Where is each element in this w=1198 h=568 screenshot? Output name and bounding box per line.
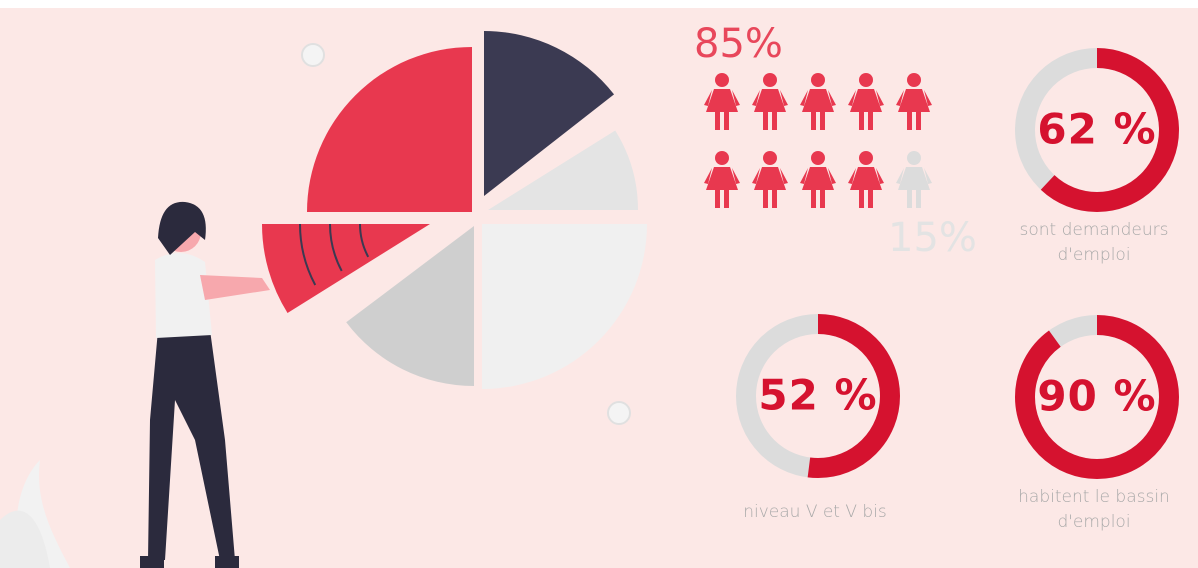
icon-head <box>763 151 777 165</box>
gauge-caption: niveau V et V bis <box>743 502 887 522</box>
dot <box>608 402 630 424</box>
icon-head <box>907 73 921 87</box>
icon-head <box>763 73 777 87</box>
gauge-caption: habitent le bassin <box>1018 487 1170 507</box>
icon-head <box>859 73 873 87</box>
icon-head <box>715 151 729 165</box>
pictogram-main-label: 85% <box>694 21 783 67</box>
icon-head <box>907 151 921 165</box>
person-shirt <box>155 253 212 338</box>
icon-head <box>811 151 825 165</box>
icon-head <box>715 73 729 87</box>
icon-head <box>859 151 873 165</box>
gauge-label: 52 % <box>758 371 877 420</box>
gauge-caption: d'emploi <box>1057 245 1130 265</box>
page: {"pictogram": {"main": {"value": 85, "la… <box>0 0 1198 568</box>
person-shoe <box>215 556 239 568</box>
dot <box>302 44 324 66</box>
icon-head <box>811 73 825 87</box>
gauge-caption: sont demandeurs <box>1020 220 1169 240</box>
gauge-label: 62 % <box>1037 105 1156 154</box>
person-shoe <box>140 556 164 568</box>
gauge-caption: d'emploi <box>1057 512 1130 532</box>
pictogram-rest-label: 15% <box>888 215 977 261</box>
gauge-label: 90 % <box>1037 372 1156 421</box>
infographic: 85% 15% 62 % sont demandeurs d'emploi 52 % niv… <box>0 0 1198 568</box>
